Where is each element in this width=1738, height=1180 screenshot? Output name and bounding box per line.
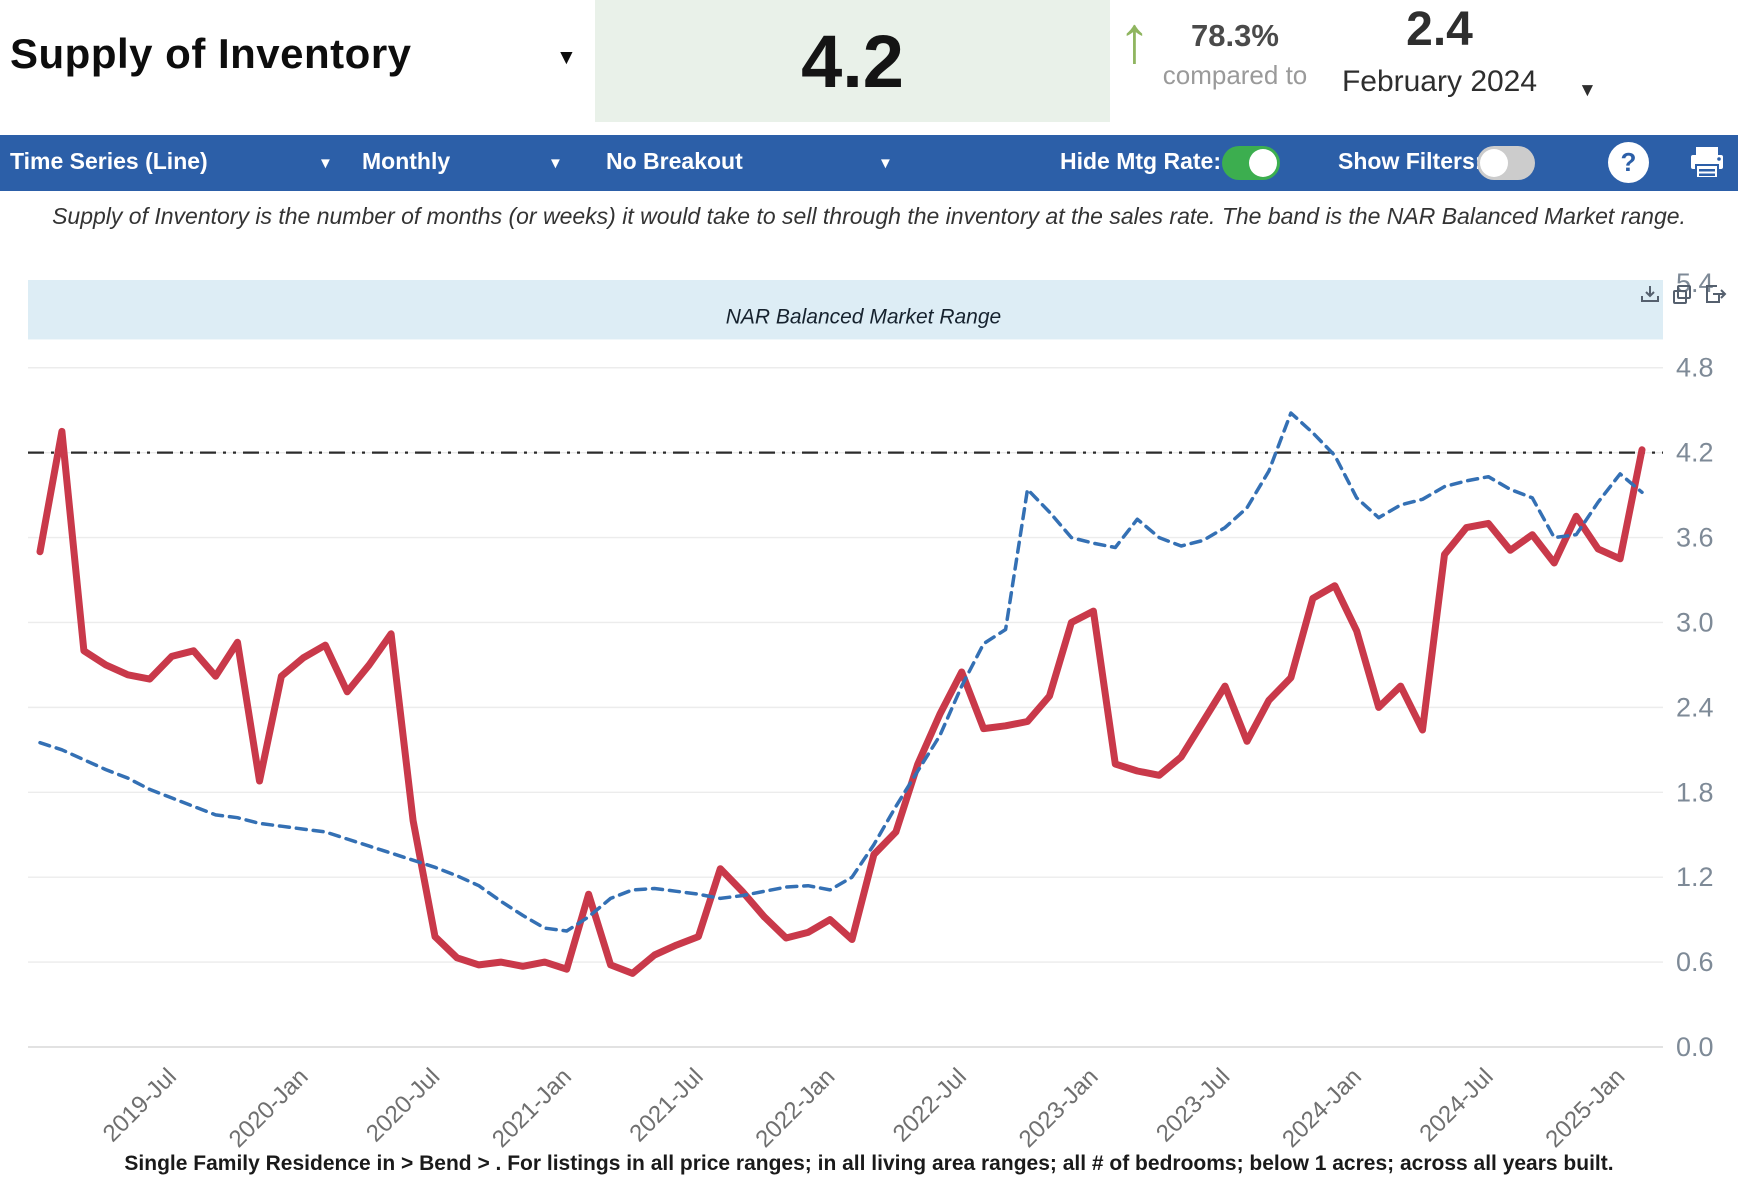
page-title: Supply of Inventory [10, 30, 412, 77]
printer-icon [1691, 147, 1723, 179]
svg-text:0.0: 0.0 [1676, 1032, 1714, 1062]
breakout-caret-icon[interactable]: ▼ [878, 155, 893, 172]
svg-text:3.0: 3.0 [1676, 607, 1714, 637]
chart-type-caret-icon[interactable]: ▼ [318, 155, 333, 172]
svg-text:2023-Jul: 2023-Jul [1151, 1063, 1235, 1147]
svg-text:1.2: 1.2 [1676, 862, 1714, 892]
current-value: 4.2 [801, 19, 904, 103]
compared-to-label: compared to [1162, 60, 1308, 90]
toggle-knob [1480, 149, 1508, 177]
chart-type-dropdown[interactable]: Time Series (Line) [10, 148, 208, 174]
svg-text:2023-Jan: 2023-Jan [1014, 1063, 1104, 1150]
svg-text:4.8: 4.8 [1676, 353, 1714, 383]
svg-text:2024-Jul: 2024-Jul [1414, 1063, 1498, 1147]
svg-text:2.4: 2.4 [1676, 692, 1714, 722]
export-chart-icon[interactable] [1706, 285, 1727, 303]
svg-text:0.6: 0.6 [1676, 947, 1714, 977]
band-label: NAR Balanced Market Range [726, 305, 1001, 328]
chart-description: Supply of Inventory is the number of mon… [52, 203, 1686, 229]
help-icon: ? [1620, 147, 1637, 177]
svg-text:2021-Jan: 2021-Jan [487, 1063, 577, 1150]
hide-mtg-rate-label: Hide Mtg Rate: [1060, 148, 1221, 174]
toolbar: Time Series (Line) ▼ Monthly ▼ No Breako… [0, 135, 1738, 191]
hide-mtg-rate-toggle[interactable] [1222, 146, 1280, 180]
svg-text:2025-Jan: 2025-Jan [1540, 1063, 1630, 1150]
previous-value-block: 2.4 February 2024 [1322, 2, 1557, 99]
gridlines [28, 367, 1663, 1048]
download-chart-icon[interactable] [1641, 286, 1659, 302]
svg-text:2020-Jul: 2020-Jul [361, 1063, 445, 1147]
chart-canvas[interactable]: NAR Balanced Market Range 0.0 0.6 1.2 1.8 2.4… [0, 240, 1738, 1150]
y-axis-labels: 0.00.61.21.82.43.03.64.24.85.4 [1676, 268, 1714, 1062]
compare-period[interactable]: February 2024 [1341, 65, 1538, 98]
trend-up-arrow-icon: ↑ [1118, 2, 1151, 76]
series-mtg-rate-line[interactable] [38, 411, 1644, 933]
series-supply-line[interactable] [36, 427, 1646, 977]
show-filters-label: Show Filters: [1338, 148, 1483, 174]
print-button[interactable] [1688, 145, 1726, 186]
svg-text:2024-Jan: 2024-Jan [1277, 1063, 1367, 1150]
svg-text:2022-Jul: 2022-Jul [888, 1063, 972, 1147]
nar-balanced-market-band: NAR Balanced Market Range [28, 280, 1663, 340]
current-value-box: 4.2 [595, 0, 1110, 122]
change-percent: 78.3% [1191, 18, 1279, 53]
frequency-caret-icon[interactable]: ▼ [548, 155, 563, 172]
comparison-block: 78.3% compared to [1160, 18, 1310, 91]
svg-text:4.2: 4.2 [1676, 438, 1714, 468]
toggle-knob [1249, 149, 1277, 177]
svg-text:2021-Jul: 2021-Jul [624, 1063, 708, 1147]
compare-period-caret-icon[interactable]: ▼ [1578, 80, 1597, 101]
copy-chart-icon[interactable] [1673, 285, 1691, 304]
help-button[interactable]: ? [1608, 142, 1649, 183]
svg-text:3.6: 3.6 [1676, 523, 1714, 553]
breakout-dropdown[interactable]: No Breakout [606, 148, 743, 174]
footer-filters-note: Single Family Residence in > Bend > . Fo… [124, 1152, 1614, 1175]
frequency-dropdown[interactable]: Monthly [362, 148, 451, 174]
svg-text:2022-Jan: 2022-Jan [750, 1063, 840, 1150]
previous-value: 2.4 [1406, 3, 1473, 56]
x-axis-labels: 2019-Jul 2020-Jan 2020-Jul 2021-Jan 2021-Jul… [98, 1063, 1631, 1150]
svg-text:2019-Jul: 2019-Jul [98, 1063, 182, 1147]
show-filters-toggle[interactable] [1477, 146, 1535, 180]
svg-text:1.8: 1.8 [1676, 777, 1714, 807]
metric-dropdown-caret-icon[interactable]: ▼ [556, 46, 577, 69]
svg-text:2020-Jan: 2020-Jan [224, 1063, 314, 1150]
